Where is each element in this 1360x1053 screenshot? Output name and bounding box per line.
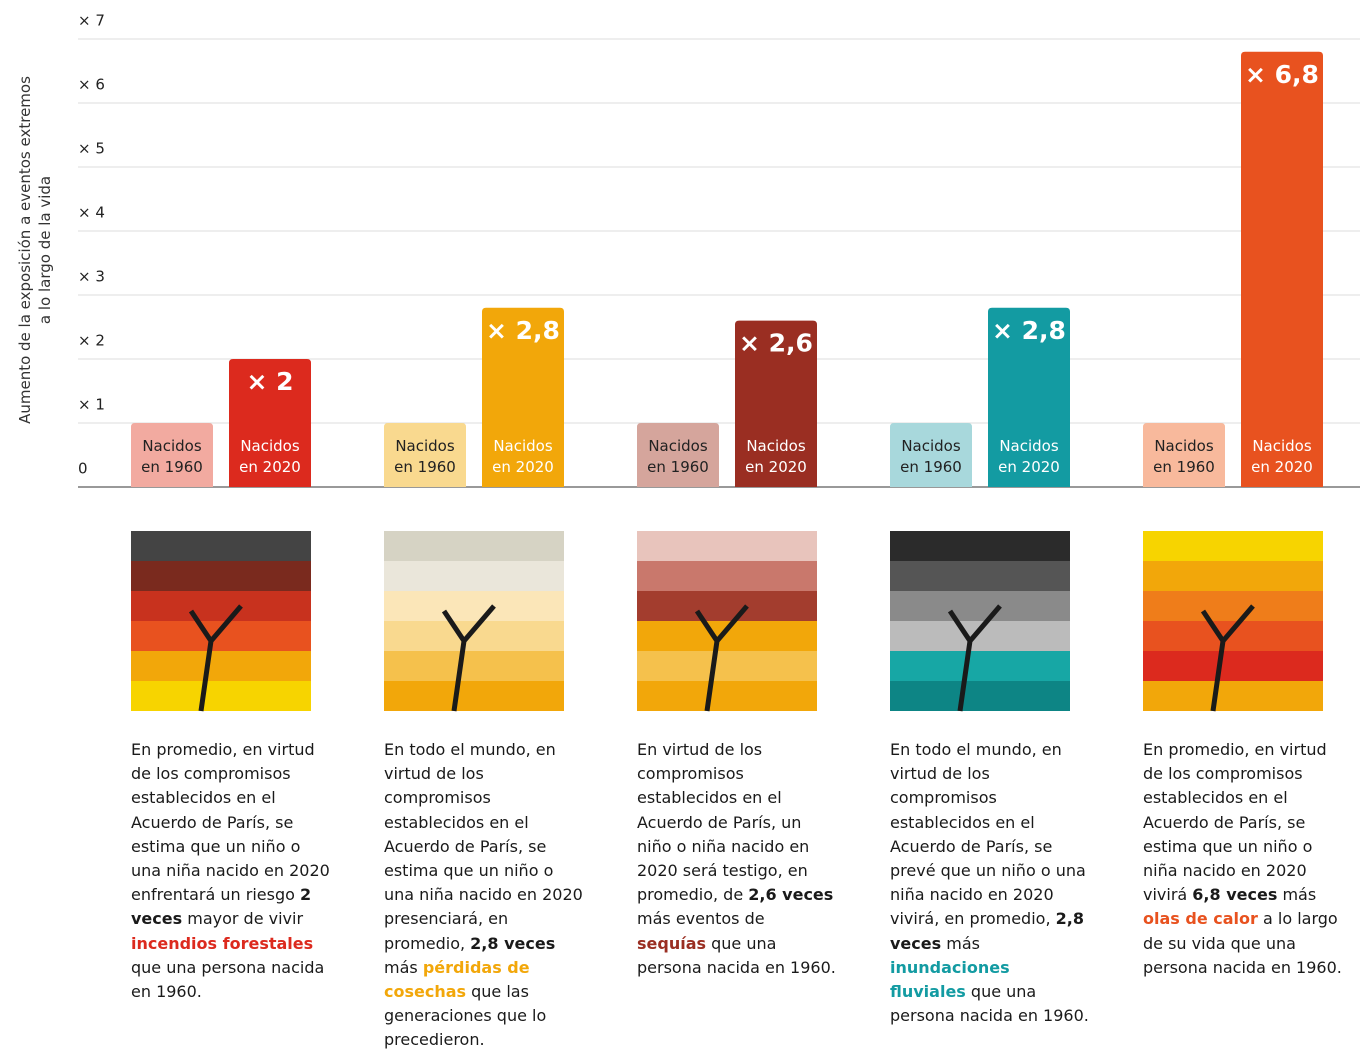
bar-label: Nacidos en 2020 bbox=[487, 436, 559, 478]
caption: En virtud de los compromisos establecido… bbox=[637, 738, 837, 980]
y-tick-label: × 2 bbox=[78, 332, 105, 350]
bar-label: Nacidos en 2020 bbox=[234, 436, 306, 478]
caption: En promedio, en virtud de los compromiso… bbox=[1143, 738, 1343, 980]
illustration-band bbox=[131, 561, 311, 591]
illustration-band bbox=[890, 591, 1070, 621]
illustration-band bbox=[384, 651, 564, 681]
illustration-band bbox=[131, 681, 311, 711]
caption: En todo el mundo, en virtud de los compr… bbox=[384, 738, 584, 1053]
bar-label: Nacidos en 1960 bbox=[1148, 436, 1220, 478]
caption: En todo el mundo, en virtud de los compr… bbox=[890, 738, 1090, 1028]
illustration-band bbox=[1143, 651, 1323, 681]
caption-text: 2,6 veces bbox=[748, 885, 833, 904]
caption-text: más eventos de bbox=[637, 909, 765, 928]
y-tick-label: × 6 bbox=[78, 76, 105, 94]
y-axis-title-line: Aumento de la exposición a eventos extre… bbox=[15, 10, 35, 490]
bar-label: Nacidos en 2020 bbox=[1246, 436, 1318, 478]
illustration-band bbox=[637, 531, 817, 561]
illustration-band bbox=[131, 531, 311, 561]
bar-label: Nacidos en 2020 bbox=[740, 436, 812, 478]
illustration-band bbox=[637, 651, 817, 681]
illustration-band bbox=[384, 561, 564, 591]
caption-text: más bbox=[941, 934, 980, 953]
y-axis-title-line: a lo largo de la vida bbox=[35, 10, 55, 490]
caption-text: En virtud de los compromisos establecido… bbox=[637, 740, 809, 904]
caption: En promedio, en virtud de los compromiso… bbox=[131, 738, 331, 1004]
illustration-band bbox=[890, 561, 1070, 591]
illustration bbox=[131, 531, 311, 711]
value-label: × 2,8 bbox=[992, 316, 1066, 345]
illustration-band bbox=[637, 591, 817, 621]
illustration bbox=[1143, 531, 1323, 711]
infographic: 0 × 1 × 2 × 3 × 4 × 5 × 6 × 7 × 2 × 2,8 × 2,6 × 2,8… bbox=[0, 0, 1360, 1050]
caption-text: En promedio, en virtud de los compromiso… bbox=[1143, 740, 1327, 904]
bar-label: Nacidos en 2020 bbox=[993, 436, 1065, 478]
illustration-band bbox=[1143, 531, 1323, 561]
illustration-band bbox=[1143, 591, 1323, 621]
illustration-band bbox=[384, 591, 564, 621]
caption-text: incendios forestales bbox=[131, 934, 313, 953]
y-axis-title: Aumento de la exposición a eventos extre… bbox=[15, 10, 55, 490]
illustration bbox=[890, 531, 1070, 711]
illustration-band bbox=[384, 681, 564, 711]
y-tick-label: × 5 bbox=[78, 140, 105, 158]
bar-label: Nacidos en 1960 bbox=[136, 436, 208, 478]
value-label: × 2,6 bbox=[739, 329, 813, 358]
caption-text: En promedio, en virtud de los compromiso… bbox=[131, 740, 330, 904]
caption-text: más bbox=[1277, 885, 1316, 904]
value-label: × 6,8 bbox=[1245, 60, 1319, 89]
illustration-band bbox=[131, 591, 311, 621]
bar-label: Nacidos en 1960 bbox=[642, 436, 714, 478]
caption-text: olas de calor bbox=[1143, 909, 1258, 928]
caption-text: mayor de vivir bbox=[182, 909, 303, 928]
illustration-band bbox=[131, 651, 311, 681]
illustration-band bbox=[384, 531, 564, 561]
y-tick-label: × 7 bbox=[78, 12, 105, 30]
illustration-band bbox=[637, 681, 817, 711]
value-label: × 2,8 bbox=[486, 316, 560, 345]
caption-text: que una persona nacida en 1960. bbox=[131, 958, 324, 1001]
caption-text: 6,8 veces bbox=[1192, 885, 1277, 904]
illustration-band bbox=[890, 681, 1070, 711]
bar-label: Nacidos en 1960 bbox=[895, 436, 967, 478]
y-tick-label: × 1 bbox=[78, 396, 105, 414]
caption-text: En todo el mundo, en virtud de los compr… bbox=[890, 740, 1086, 928]
illustration-band bbox=[890, 531, 1070, 561]
illustration bbox=[637, 531, 817, 711]
bar-label: Nacidos en 1960 bbox=[389, 436, 461, 478]
caption-text: sequías bbox=[637, 934, 706, 953]
illustration bbox=[384, 531, 564, 711]
y-tick-label: × 3 bbox=[78, 268, 105, 286]
y-tick-label: × 4 bbox=[78, 204, 105, 222]
caption-text: 2,8 veces bbox=[470, 934, 555, 953]
illustration-band bbox=[1143, 561, 1323, 591]
caption-text: En todo el mundo, en virtud de los compr… bbox=[384, 740, 583, 953]
illustration-band bbox=[637, 561, 817, 591]
y-tick-label: 0 bbox=[78, 460, 88, 478]
value-label: × 2 bbox=[246, 367, 293, 396]
bar bbox=[1241, 52, 1323, 487]
illustration-band bbox=[890, 651, 1070, 681]
caption-text: más bbox=[384, 958, 423, 977]
illustration-band bbox=[1143, 681, 1323, 711]
